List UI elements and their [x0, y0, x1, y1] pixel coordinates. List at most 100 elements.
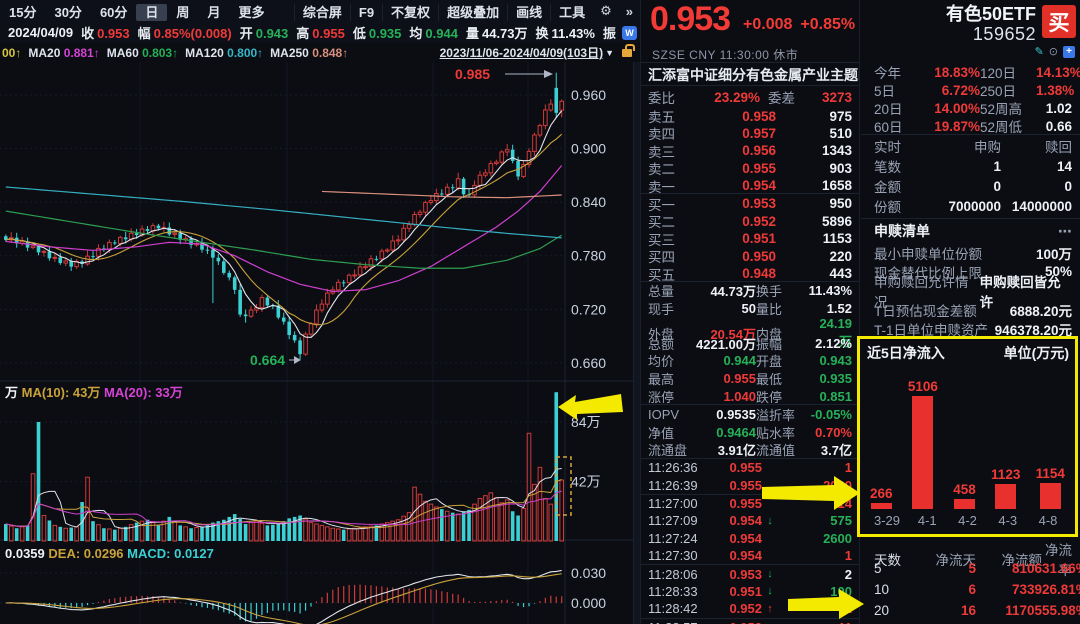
- realtime-value: 1: [993, 158, 1001, 174]
- tab-period-2[interactable]: 60分: [99, 4, 128, 20]
- chevron-down-icon[interactable]: ▼: [605, 47, 614, 58]
- tick-row-6[interactable]: 11:28:06 0.953 ↓ 2: [641, 565, 859, 582]
- alert-icon[interactable]: ⊙: [1048, 46, 1058, 58]
- tick-volume: 1: [844, 601, 852, 617]
- tick-row-2[interactable]: 11:27:00 0.955 14: [641, 495, 859, 512]
- tick-time: 11:28:42: [648, 601, 698, 617]
- toolbar-item-2[interactable]: 不复权: [382, 3, 439, 21]
- perf-label: 5日: [874, 84, 896, 99]
- svg-text:84万: 84万: [571, 414, 601, 430]
- toolbar-item-0[interactable]: 综合屏: [293, 3, 350, 21]
- order-book-row-ask-3[interactable]: 卖二 0.955 903: [641, 158, 859, 178]
- order-book-row-ask-2[interactable]: 卖三 0.956 1343: [641, 141, 859, 160]
- realtime-value: 0: [993, 178, 1001, 194]
- tab-period-5[interactable]: 月: [207, 4, 221, 20]
- perf-label: 今年: [874, 66, 901, 81]
- panel-resize-handle[interactable]: [633, 62, 641, 624]
- flow-days: 10: [874, 582, 890, 597]
- realtime-header-row: 实时 申购 赎回: [861, 136, 1080, 156]
- tick-price: 0.953: [710, 620, 762, 624]
- tab-period-4[interactable]: 周: [176, 4, 190, 20]
- bid-levels: 买一 0.953 950 买二 0.952 5896 买三 0.951 1153 买四 0.950 2…: [641, 194, 859, 283]
- level-price: 0.951: [742, 231, 776, 247]
- toolbar-item-5[interactable]: 工具: [550, 3, 594, 21]
- svg-text:0.720: 0.720: [571, 301, 606, 317]
- add-watchlist-icon[interactable]: +: [1063, 45, 1075, 58]
- tab-period-1[interactable]: 30分: [54, 4, 82, 20]
- stat-label: 贴水率: [756, 425, 796, 441]
- tick-price: 0.954: [729, 530, 762, 546]
- toolbar-item-4[interactable]: 画线: [507, 3, 551, 21]
- level-label: 卖二: [648, 162, 675, 178]
- buy-button[interactable]: 买: [1042, 5, 1076, 38]
- flow-netamount: 8106: [1011, 561, 1042, 576]
- stat-value: 4221.00万: [696, 336, 756, 352]
- ma-legend-row: 00↑ MA20 0.881↑ MA60 0.803↑ MA120 0.800↑ MA2…: [0, 43, 640, 62]
- kline-chart[interactable]: 0.960 0.900 0.840 0.780 0.720 0.660 84万 42万 0.03…: [0, 62, 640, 624]
- tick-row-8[interactable]: 11:28:42 0.952 ↑ 1: [641, 600, 859, 619]
- f10-doc-icon[interactable]: W: [621, 25, 637, 40]
- info-value-1: 0.85%(0.008): [153, 26, 232, 41]
- order-book-row-ask-4[interactable]: 卖一 0.954 1658: [641, 176, 859, 195]
- tick-row-1[interactable]: 11:26:39 0.955 2000: [641, 476, 859, 495]
- inflow-date-2: 4-2: [958, 513, 977, 528]
- ma-value-3: 0.800↑: [227, 45, 264, 60]
- order-book-row-ask-1[interactable]: 卖四 0.957 510: [641, 123, 859, 143]
- info-label-2: 开: [239, 26, 253, 41]
- order-book-row-bid-4[interactable]: 买五 0.948 443: [641, 264, 859, 283]
- inflow-chart-header: 近5日净流入 单位(万元): [860, 339, 1075, 363]
- toolbar-item-1[interactable]: F9: [349, 3, 383, 21]
- level-label: 买三: [648, 232, 675, 248]
- perf-value: 14.13%: [1036, 64, 1080, 80]
- tick-row-5[interactable]: 11:27:30 0.954 1: [641, 547, 859, 566]
- stat-label: 总量: [648, 284, 675, 299]
- tab-period-0[interactable]: 15分: [9, 4, 37, 20]
- performance-table: 今年 18.83% 120日 14.13% 5日 6.72% 250日 1.38% 20日 14.…: [861, 62, 1080, 135]
- tick-price: 0.954: [729, 548, 762, 564]
- stat-value: 0.955: [723, 370, 756, 386]
- stat-label: 跌停: [756, 389, 783, 405]
- tick-row-7[interactable]: 11:28:33 0.951 ↓ 100: [641, 583, 859, 600]
- gear-icon[interactable]: ⚙: [600, 3, 612, 18]
- tick-volume: 11: [778, 620, 852, 624]
- inflow-date-3: 4-3: [998, 513, 1018, 528]
- order-book-row-ask-0[interactable]: 卖五 0.958 975: [641, 106, 859, 126]
- tab-period-3[interactable]: 日: [136, 3, 168, 21]
- svg-text:0.664: 0.664: [250, 352, 285, 368]
- info-label-1: 幅: [137, 26, 151, 41]
- tick-price: 0.955: [729, 460, 762, 476]
- period-tabs: 15分 30分 60分日周 月 更多: [0, 2, 273, 21]
- unlock-icon[interactable]: [622, 43, 635, 57]
- more-icon[interactable]: ⋯: [1058, 222, 1072, 239]
- tick-price: 0.954: [729, 513, 762, 529]
- tab-period-6[interactable]: 更多: [238, 4, 265, 20]
- tick-time: 11:27:30: [648, 548, 698, 564]
- stat-label: 流通值: [756, 443, 796, 459]
- toolbar-item-3[interactable]: 超级叠加: [438, 3, 508, 21]
- edit-icon[interactable]: ✎: [1034, 46, 1044, 58]
- last-price: 0.953: [650, 0, 731, 38]
- tick-row-9[interactable]: 11:28:570.953 11: [641, 619, 859, 624]
- stat-value: 0.943: [819, 353, 852, 369]
- inflow-bar-value: 458: [953, 482, 976, 497]
- order-book-row-bid-1[interactable]: 买二 0.952 5896: [641, 211, 859, 231]
- stat-label: 最低: [756, 371, 783, 387]
- tick-volume: 2600: [823, 530, 852, 546]
- tick-row-4[interactable]: 11:27:24 0.954 2600: [641, 530, 859, 547]
- order-book-row-bid-2[interactable]: 买三 0.951 1153: [641, 229, 859, 248]
- tick-row-3[interactable]: 11:27:09 0.954 ↓ 575: [641, 512, 859, 529]
- fund-full-name[interactable]: 汇添富中证细分有色金属产业主题E: [641, 62, 859, 86]
- inflow-bar-value: 1123: [991, 467, 1021, 482]
- flow-days: 5: [874, 561, 882, 576]
- order-book-row-bid-0[interactable]: 买一 0.953 950: [641, 194, 859, 213]
- order-book-row-bid-3[interactable]: 买四 0.950 220: [641, 246, 859, 266]
- tick-row-0[interactable]: 11:26:36 0.955 1: [641, 459, 859, 476]
- ma-label-3: MA120: [185, 45, 228, 60]
- realtime-header: 赎回: [1045, 140, 1072, 155]
- expand-icon[interactable]: »: [625, 3, 633, 19]
- redeem-value: 100万: [1035, 246, 1072, 262]
- date-range[interactable]: 2023/11/06-2024/04/09(103日): [439, 46, 604, 60]
- redeem-row-3: T日预估现金差额 6888.20元: [861, 300, 1080, 319]
